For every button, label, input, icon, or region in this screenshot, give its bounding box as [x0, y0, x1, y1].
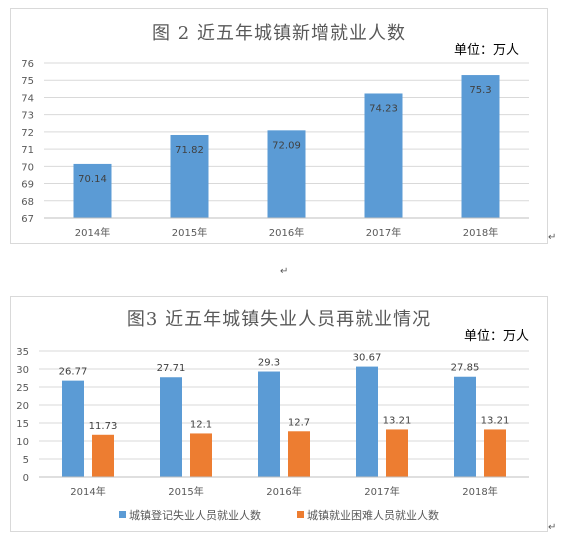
- y-tick-label: 73: [21, 111, 34, 122]
- chart2-plot: 0 5 10 15 20 25 30 35 2014年 26.77 11.73 2015年 27.71 1…: [16, 347, 529, 522]
- y-tick-label: 10: [16, 437, 29, 448]
- chart-reemployment: 图3 近五年城镇失业人员再就业情况 单位：万人 0 5 10 15 20 25 30 35 20…: [10, 296, 548, 532]
- y-tick-label: 15: [16, 419, 29, 430]
- x-tick-label: 2015年: [168, 485, 203, 498]
- x-tick-label: 2014年: [75, 226, 110, 239]
- y-tick-label: 72: [21, 128, 34, 139]
- chart1-plot: 67 68 69 70 71 72 73 74 75 76 2014年 70.14 2015年 71.82…: [21, 59, 529, 239]
- data-label: 13.21: [481, 415, 510, 426]
- data-label: 12.7: [288, 417, 310, 428]
- data-label: 71.82: [175, 145, 204, 156]
- bar: [267, 130, 306, 218]
- bar: [170, 134, 209, 218]
- y-tick-label: 74: [21, 93, 34, 104]
- paragraph-mark: ↵: [280, 266, 289, 277]
- data-label: 27.71: [157, 363, 186, 374]
- data-label: 70.14: [78, 174, 107, 185]
- bar: [484, 429, 506, 477]
- bar: [386, 429, 408, 477]
- y-tick-label: 75: [21, 76, 34, 87]
- data-label: 26.77: [59, 367, 88, 378]
- data-label: 72.09: [272, 140, 301, 151]
- y-tick-label: 25: [16, 383, 29, 394]
- legend-label: 城镇就业困难人员就业人数: [307, 508, 439, 522]
- bar: [288, 431, 310, 477]
- chart-new-urban-employment: 图 2 近五年城镇新增就业人数 单位：万人 67 68 69 70 71 72 73 74 75…: [10, 8, 548, 244]
- legend-swatch: [297, 511, 304, 518]
- bar: [258, 371, 280, 477]
- y-tick-label: 5: [23, 455, 29, 466]
- y-tick-label: 35: [16, 347, 29, 358]
- paragraph-mark: ↵: [548, 522, 557, 533]
- y-tick-label: 68: [21, 197, 34, 208]
- y-tick-label: 69: [21, 180, 34, 191]
- y-tick-label: 70: [21, 162, 34, 173]
- bar: [73, 163, 112, 218]
- y-tick-label: 76: [21, 59, 34, 70]
- legend-label: 城镇登记失业人员就业人数: [129, 508, 261, 522]
- y-tick-label: 71: [21, 145, 34, 156]
- data-label: 74.23: [369, 103, 398, 114]
- y-tick-label: 0: [23, 473, 29, 484]
- data-label: 13.21: [383, 415, 412, 426]
- bar: [92, 434, 114, 477]
- data-label: 11.73: [89, 421, 118, 432]
- y-tick-label: 20: [16, 401, 29, 412]
- x-tick-label: 2018年: [463, 226, 498, 239]
- data-label: 30.67: [353, 353, 382, 364]
- bar: [62, 380, 84, 477]
- chart1-title: 图 2 近五年城镇新增就业人数: [152, 23, 406, 44]
- chart1-unit-label: 单位：万人: [453, 43, 519, 58]
- legend-swatch: [119, 511, 126, 518]
- data-label: 75.3: [469, 85, 491, 96]
- y-tick-label: 67: [21, 214, 34, 225]
- bar: [356, 366, 378, 477]
- paragraph-mark: ↵: [548, 232, 557, 243]
- chart2-unit-label: 单位：万人: [463, 329, 529, 344]
- chart2-title: 图3 近五年城镇失业人员再就业情况: [126, 309, 432, 330]
- data-label: 29.3: [258, 358, 280, 369]
- data-label: 27.85: [451, 363, 480, 374]
- bar: [160, 377, 182, 477]
- x-tick-label: 2017年: [364, 485, 399, 498]
- x-tick-label: 2014年: [70, 485, 105, 498]
- x-tick-label: 2016年: [266, 485, 301, 498]
- y-tick-label: 30: [16, 365, 29, 376]
- bar: [190, 433, 212, 477]
- bar: [461, 75, 500, 218]
- bar: [454, 376, 476, 477]
- bar: [364, 93, 403, 218]
- x-tick-label: 2017年: [366, 226, 401, 239]
- x-tick-label: 2018年: [462, 485, 497, 498]
- x-tick-label: 2016年: [269, 226, 304, 239]
- data-label: 12.1: [190, 419, 212, 430]
- x-tick-label: 2015年: [172, 226, 207, 239]
